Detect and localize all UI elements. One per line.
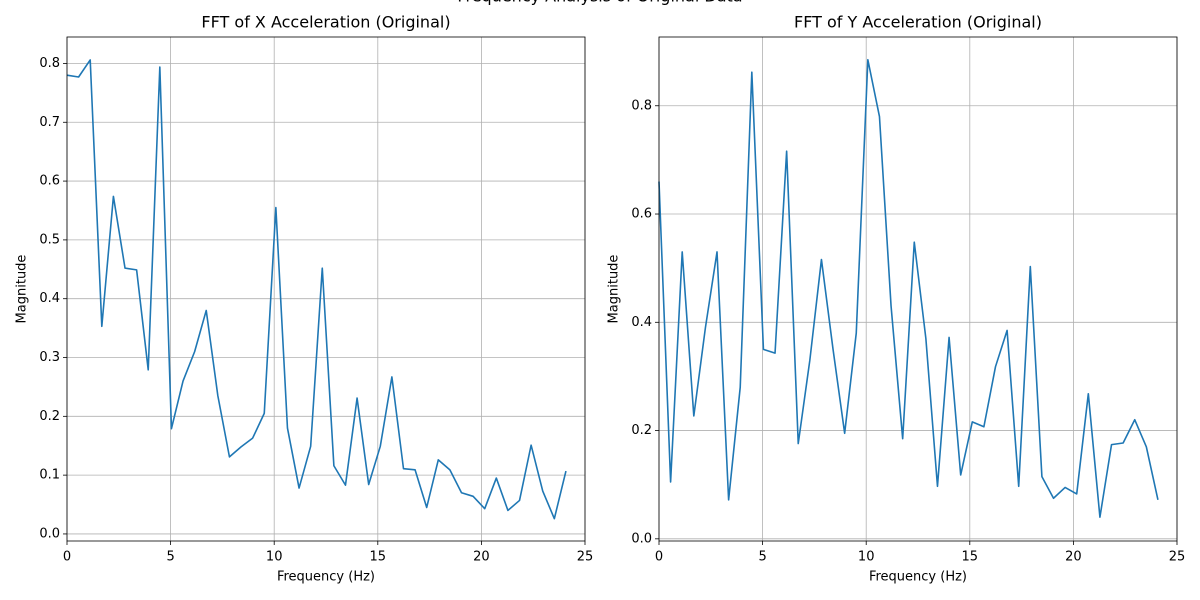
y-axis-label: Magnitude (15, 255, 30, 324)
x-tick-label: 0 (655, 550, 663, 565)
chart-title: FFT of X Acceleration (Original) (201, 13, 450, 32)
y-tick-label: 0.3 (39, 350, 60, 365)
y-tick-label: 0.0 (631, 531, 652, 546)
x-tick-label: 20 (1065, 550, 1082, 565)
y-tick-label: 0.8 (39, 56, 60, 71)
x-tick-label: 5 (758, 550, 766, 565)
y-tick-label: 0.4 (631, 315, 652, 330)
x-axis-label: Frequency (Hz) (277, 570, 375, 585)
figure-title: Frequency Analysis of Original Data (457, 0, 742, 6)
y-tick-label: 0.5 (39, 232, 60, 247)
axes-frame (66, 36, 586, 542)
y-tick-label: 0.2 (631, 423, 652, 438)
chart-title: FFT of Y Acceleration (Original) (794, 13, 1042, 32)
x-tick-label: 10 (858, 550, 875, 565)
y-tick-label: 0.8 (631, 98, 652, 113)
y-tick-label: 0.6 (39, 174, 60, 189)
y-tick-label: 0.0 (39, 526, 60, 541)
x-axis-label: Frequency (Hz) (869, 570, 967, 585)
data-line (66, 59, 567, 520)
x-tick-label: 25 (577, 550, 594, 565)
x-tick-label: 15 (962, 550, 979, 565)
y-tick-label: 0.7 (39, 115, 60, 130)
y-tick-label: 0.6 (631, 207, 652, 222)
x-tick-label: 5 (166, 550, 174, 565)
x-tick-label: 0 (63, 550, 71, 565)
x-tick-label: 25 (1169, 550, 1186, 565)
x-tick-label: 15 (370, 550, 387, 565)
data-line (658, 58, 1159, 518)
y-tick-label: 0.4 (39, 291, 60, 306)
axes-frame (658, 36, 1178, 542)
x-tick-label: 10 (266, 550, 283, 565)
y-axis-label: Magnitude (607, 255, 622, 324)
x-tick-label: 20 (473, 550, 490, 565)
y-tick-label: 0.2 (39, 409, 60, 424)
y-tick-label: 0.1 (39, 468, 60, 483)
